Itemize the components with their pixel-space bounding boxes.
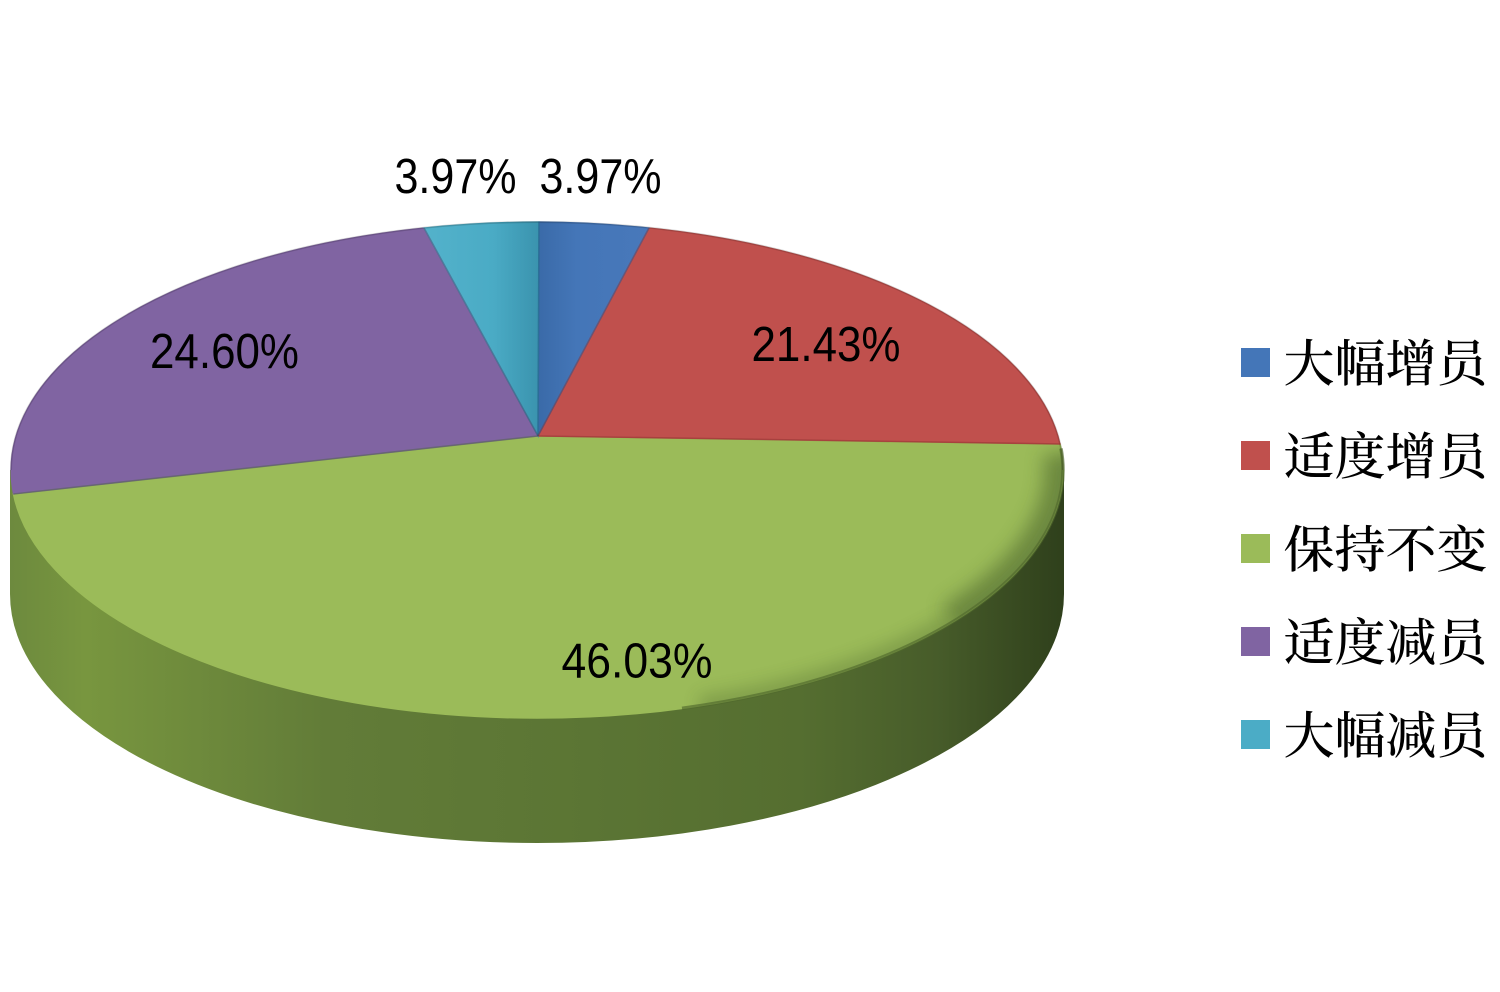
svg-text:21.43%: 21.43% <box>752 318 901 372</box>
svg-text:46.03%: 46.03% <box>562 635 713 689</box>
svg-text:3.97%: 3.97% <box>395 150 517 204</box>
svg-text:3.97%: 3.97% <box>540 150 662 204</box>
svg-text:24.60%: 24.60% <box>150 325 299 379</box>
